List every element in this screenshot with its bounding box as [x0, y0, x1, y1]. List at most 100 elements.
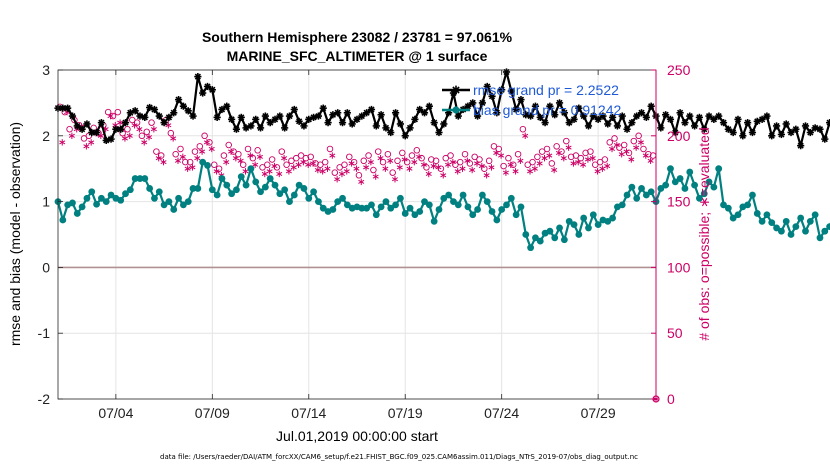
rmse-marker — [531, 102, 540, 110]
rmse-marker — [78, 125, 86, 133]
rmse-marker — [782, 120, 790, 128]
bias-marker — [763, 211, 771, 219]
bias-marker — [729, 214, 737, 222]
possible-count-marker — [355, 172, 363, 179]
rmse-marker — [363, 109, 371, 117]
bias-marker — [560, 236, 568, 244]
y-axis-label-right: # of obs: o=possible; ∗=evaluated — [696, 127, 712, 340]
evaluated-count-marker — [604, 162, 611, 170]
evaluated-count-marker — [517, 157, 524, 165]
rmse-marker — [618, 112, 626, 120]
bias-marker — [83, 194, 91, 202]
rmse-marker — [690, 122, 699, 130]
bias-marker — [435, 206, 443, 213]
evaluated-count-marker — [329, 152, 336, 159]
possible-count-marker — [548, 160, 556, 167]
rmse-marker — [541, 119, 549, 127]
evaluated-count-marker — [223, 158, 230, 166]
evaluated-count-marker — [430, 162, 437, 170]
possible-count-marker — [326, 145, 334, 153]
possible-count-marker — [346, 153, 353, 161]
rmse-marker — [478, 99, 486, 107]
evaluated-count-marker — [189, 164, 196, 171]
rmse-marker — [637, 109, 646, 117]
y-right-tick-label: 150 — [667, 194, 691, 210]
rmse-marker — [681, 119, 689, 127]
rmse-marker — [218, 105, 226, 114]
bias-marker — [585, 224, 592, 232]
bias-marker — [213, 191, 221, 199]
x-tick-label: 07/19 — [388, 405, 423, 421]
bias-marker — [464, 203, 472, 211]
bias-marker — [136, 175, 144, 182]
axis-ticks: 07/04 07/09 07/14 07/19 07/24 07/29 -2 -1 0 1 2 3 0 5… — [38, 62, 691, 421]
bias-marker — [623, 191, 631, 199]
bias-series — [54, 158, 830, 252]
bias-marker — [556, 224, 563, 232]
evaluated-count-marker — [334, 176, 341, 183]
evaluated-count-marker — [575, 158, 582, 166]
evaluated-count-marker — [179, 153, 186, 161]
possible-count-marker — [177, 145, 184, 153]
bias-marker — [686, 168, 694, 176]
rmse-marker — [261, 112, 269, 120]
bias-marker — [421, 198, 428, 206]
rmse-marker — [276, 112, 284, 120]
bias-marker — [753, 210, 761, 217]
evaluated-count-marker — [502, 169, 509, 176]
bias-marker — [334, 198, 342, 206]
evaluated-count-marker — [445, 161, 452, 168]
chart-title: Southern Hemisphere 23082 / 23781 = 97.0… — [202, 29, 513, 45]
rmse-marker — [425, 102, 433, 110]
bias-marker — [131, 175, 139, 182]
evaluated-count-marker — [237, 157, 244, 165]
rmse-marker — [358, 112, 366, 120]
x-tick-label: 07/24 — [484, 405, 519, 421]
evaluated-count-marker — [565, 144, 572, 151]
evaluated-count-marker — [131, 122, 138, 129]
bias-marker — [527, 244, 535, 252]
possible-count-marker — [196, 143, 204, 150]
possible-count-marker — [587, 148, 594, 155]
possible-count-marker — [529, 158, 536, 166]
evaluated-count-marker — [107, 112, 114, 120]
possible-count-marker — [534, 153, 541, 161]
rmse-marker — [430, 119, 438, 127]
bias-marker — [570, 221, 578, 229]
rmse-marker — [715, 112, 723, 120]
rmse-marker — [729, 128, 737, 137]
possible-count-marker — [543, 145, 551, 153]
rmse-marker — [228, 115, 236, 123]
possible-count-marker — [283, 161, 290, 169]
possible-count-marker — [288, 157, 295, 165]
rmse-marker — [396, 120, 405, 128]
rmse-marker — [604, 120, 612, 128]
bias-marker — [700, 190, 708, 198]
rmse-marker — [179, 102, 187, 110]
rmse-marker — [411, 115, 419, 123]
possible-count-marker — [278, 148, 286, 155]
rmse-marker — [763, 112, 771, 120]
bias-marker — [98, 194, 105, 202]
rmse-marker — [382, 124, 390, 132]
bias-marker — [122, 190, 129, 198]
bias-marker — [392, 201, 399, 209]
bias-marker — [281, 186, 289, 194]
rmse-marker — [59, 104, 67, 112]
possible-count-marker — [191, 148, 199, 155]
bias-marker — [310, 188, 317, 196]
possible-count-marker — [331, 169, 339, 176]
bias-marker — [59, 216, 67, 224]
possible-count-marker — [519, 125, 527, 133]
bias-marker — [78, 203, 86, 211]
bias-marker — [676, 175, 684, 182]
bias-marker — [117, 196, 125, 204]
evaluated-count-marker — [88, 139, 95, 146]
bias-marker — [749, 191, 756, 199]
bias-marker — [474, 206, 481, 213]
evaluated-count-marker — [117, 119, 124, 126]
bias-marker — [681, 185, 689, 192]
evaluated-count-marker — [449, 158, 456, 166]
possible-count-marker — [321, 158, 329, 166]
